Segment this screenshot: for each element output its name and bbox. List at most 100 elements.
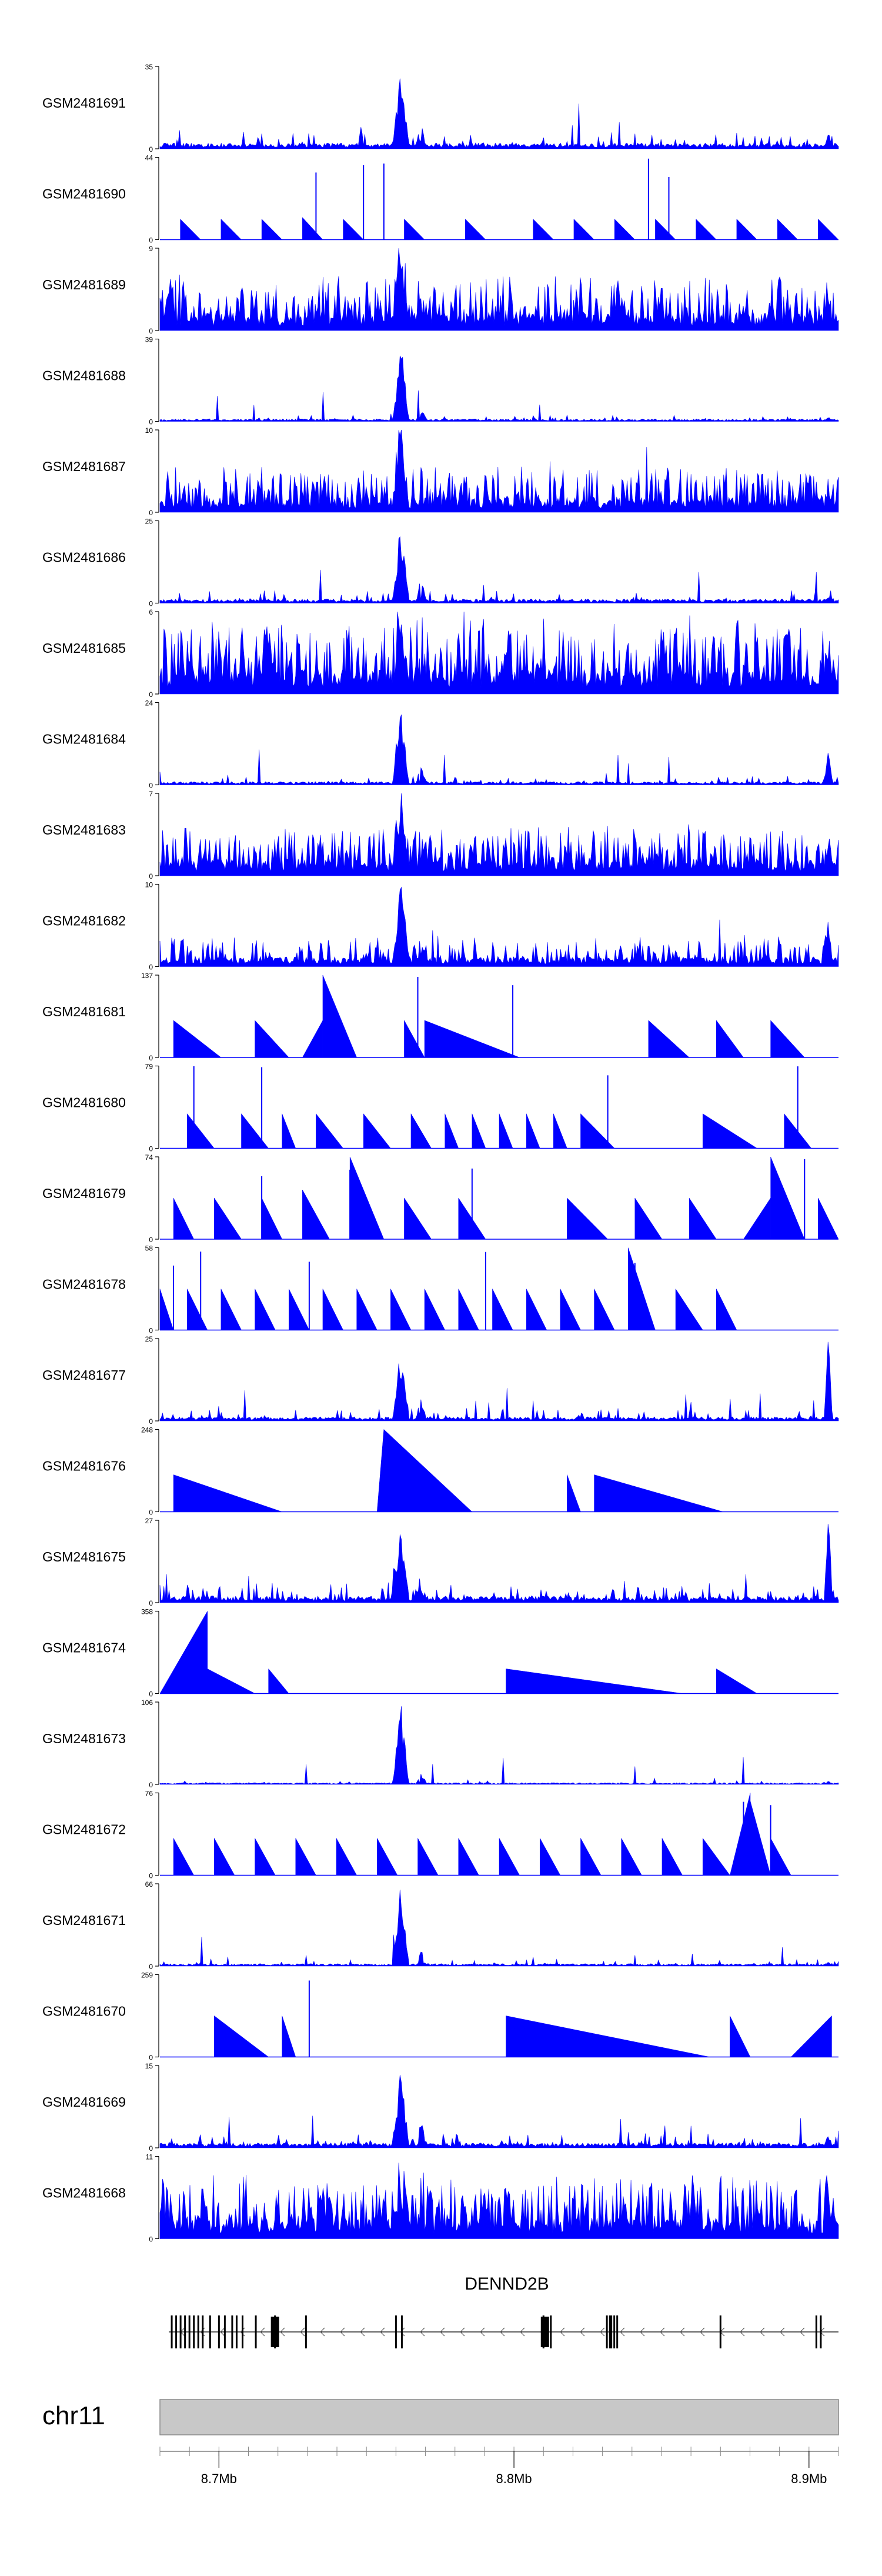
gene-exon bbox=[820, 2315, 822, 2348]
track-GSM2481679: GSM2481679 74 0 bbox=[42, 1153, 839, 1244]
coverage-area bbox=[159, 1524, 839, 1603]
coverage-area bbox=[268, 1668, 289, 1694]
coverage-area bbox=[322, 1289, 343, 1330]
coverage-area bbox=[458, 1838, 479, 1876]
strand-arrow-icon bbox=[440, 2327, 445, 2337]
coverage-area bbox=[159, 886, 839, 967]
strand-arrow-icon bbox=[260, 2327, 265, 2337]
coverage-area bbox=[186, 1289, 208, 1330]
gene-exon bbox=[179, 2315, 182, 2348]
gene-exon bbox=[184, 2315, 186, 2348]
strand-arrow-icon bbox=[560, 2327, 565, 2337]
gene-exon bbox=[550, 2315, 552, 2348]
coverage-area bbox=[159, 1706, 839, 1785]
x-tick-label: 8.7Mb bbox=[201, 2471, 237, 2486]
y-zero-label: 0 bbox=[149, 1417, 153, 1426]
strand-arrow-icon bbox=[280, 2327, 285, 2337]
gene-exon bbox=[305, 2315, 307, 2348]
coverage-area bbox=[356, 1289, 377, 1330]
coverage-area bbox=[186, 1113, 215, 1149]
y-max-label: 44 bbox=[145, 154, 153, 162]
coverage-area bbox=[261, 1197, 283, 1240]
coverage-area bbox=[675, 1288, 703, 1330]
track-name: GSM2481668 bbox=[42, 2185, 126, 2201]
y-zero-label: 0 bbox=[149, 1963, 153, 1971]
gene-exon bbox=[218, 2315, 220, 2348]
y-zero-label: 0 bbox=[149, 872, 153, 880]
coverage-area bbox=[390, 1289, 412, 1330]
coverage-area bbox=[689, 1197, 717, 1240]
track-name: GSM2481687 bbox=[42, 459, 126, 474]
coverage-area bbox=[302, 217, 323, 240]
strand-arrow-icon bbox=[580, 2327, 585, 2337]
coverage-area bbox=[736, 218, 758, 240]
track-name: GSM2481678 bbox=[42, 1277, 126, 1292]
y-max-label: 6 bbox=[149, 608, 153, 616]
coverage-area bbox=[289, 1289, 310, 1330]
coverage-area bbox=[214, 2015, 269, 2057]
coverage-area bbox=[159, 78, 839, 149]
coverage-area bbox=[445, 1113, 459, 1149]
y-max-label: 35 bbox=[145, 63, 153, 71]
coverage-area bbox=[648, 1020, 690, 1058]
coverage-area bbox=[404, 218, 425, 240]
coverage-area bbox=[716, 1289, 737, 1330]
track-name: GSM2481685 bbox=[42, 640, 126, 656]
track-GSM2481668: GSM2481668 11 0 bbox=[42, 2153, 839, 2244]
track-name: GSM2481686 bbox=[42, 550, 126, 565]
track-name: GSM2481673 bbox=[42, 1731, 126, 1746]
coverage-area bbox=[363, 1113, 391, 1149]
track-GSM2481673: GSM2481673 106 0 bbox=[42, 1699, 839, 1789]
y-zero-label: 0 bbox=[149, 963, 153, 972]
strand-arrow-icon bbox=[460, 2327, 465, 2337]
track-GSM2481683: GSM2481683 7 0 bbox=[42, 790, 839, 880]
track-name: GSM2481691 bbox=[42, 95, 126, 111]
coverage-area bbox=[159, 714, 839, 785]
coverage-area bbox=[506, 1669, 683, 1694]
gene-exon bbox=[400, 2315, 403, 2348]
track-GSM2481677: GSM2481677 25 0 bbox=[42, 1335, 839, 1426]
coverage-area bbox=[499, 1838, 520, 1876]
track-GSM2481680: GSM2481680 79 0 bbox=[42, 1063, 838, 1153]
y-max-label: 248 bbox=[141, 1426, 153, 1434]
coverage-area bbox=[533, 218, 554, 240]
y-max-label: 76 bbox=[145, 1790, 153, 1798]
strand-arrow-icon bbox=[700, 2327, 705, 2337]
gene-exon bbox=[231, 2315, 233, 2348]
coverage-area bbox=[702, 1837, 730, 1876]
y-max-label: 10 bbox=[145, 881, 153, 889]
coverage-area bbox=[499, 1113, 513, 1149]
track-GSM2481689: GSM2481689 9 0 bbox=[42, 245, 839, 335]
y-max-label: 259 bbox=[141, 1971, 153, 1980]
coverage-area bbox=[662, 1838, 683, 1876]
coverage-area bbox=[316, 1113, 344, 1149]
y-max-label: 58 bbox=[145, 1244, 153, 1253]
gene-exon bbox=[202, 2315, 204, 2348]
coverage-area bbox=[417, 1838, 439, 1876]
coverage-area bbox=[458, 1289, 479, 1330]
gene-exon bbox=[719, 2315, 721, 2348]
strand-arrow-icon bbox=[320, 2327, 325, 2337]
y-zero-label: 0 bbox=[149, 1872, 153, 1880]
coverage-area bbox=[159, 2075, 839, 2148]
gene-exon bbox=[188, 2315, 191, 2348]
y-zero-label: 0 bbox=[149, 690, 153, 699]
y-zero-label: 0 bbox=[149, 1327, 153, 1335]
coverage-area bbox=[255, 1020, 289, 1058]
coverage-area bbox=[770, 1838, 791, 1876]
strand-arrow-icon bbox=[740, 2327, 745, 2337]
coverage-area bbox=[594, 1289, 615, 1330]
gene-exon bbox=[815, 2315, 817, 2348]
track-GSM2481672: GSM2481672 76 0 bbox=[42, 1790, 838, 1880]
coverage-area bbox=[377, 1429, 385, 1512]
track-name: GSM2481669 bbox=[42, 2094, 126, 2110]
y-max-label: 137 bbox=[141, 972, 153, 980]
coverage-area bbox=[214, 1197, 242, 1240]
coverage-area bbox=[255, 1838, 276, 1876]
coverage-area bbox=[621, 1838, 642, 1876]
gene-exon bbox=[171, 2315, 173, 2348]
coverage-area bbox=[295, 1838, 316, 1876]
y-zero-label: 0 bbox=[149, 2144, 153, 2153]
track-GSM2481678: GSM2481678 58 0 bbox=[42, 1244, 838, 1335]
